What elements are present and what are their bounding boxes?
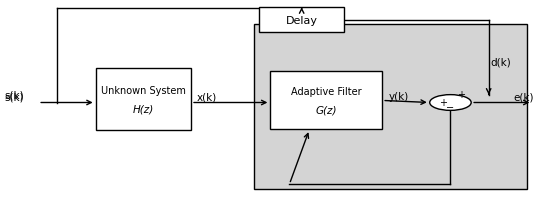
Text: G(z): G(z) — [316, 105, 337, 115]
Text: d(k): d(k) — [490, 57, 511, 67]
Text: x(k): x(k) — [197, 92, 217, 102]
Circle shape — [430, 95, 471, 111]
Bar — [96, 69, 191, 131]
Text: Adaptive Filter: Adaptive Filter — [291, 87, 361, 97]
Text: +: + — [439, 98, 447, 108]
Text: Delay: Delay — [286, 16, 318, 26]
Text: +: + — [457, 89, 465, 99]
Bar — [259, 8, 344, 33]
Text: s(k): s(k) — [4, 90, 24, 100]
Text: e(k): e(k) — [513, 92, 534, 102]
Text: −: − — [447, 102, 454, 112]
Bar — [270, 72, 382, 130]
Text: s(k): s(k) — [4, 92, 24, 102]
Text: H(z): H(z) — [133, 104, 154, 114]
Text: y(k): y(k) — [389, 92, 409, 102]
Text: Unknown System: Unknown System — [101, 86, 186, 96]
Bar — [254, 25, 527, 190]
